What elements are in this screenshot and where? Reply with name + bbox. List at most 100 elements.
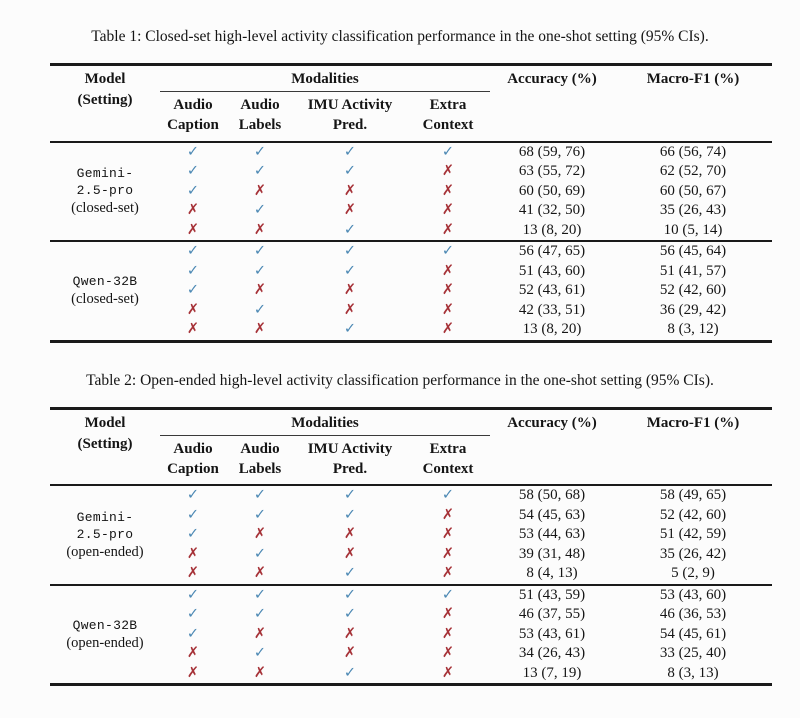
check-icon: ✓ — [343, 506, 357, 523]
check-icon: ✓ — [253, 143, 267, 160]
check-icon: ✓ — [343, 221, 357, 238]
cross-icon: ✗ — [253, 321, 267, 337]
column-header-imu-activity-pred: IMU Activity Pred. — [294, 435, 406, 486]
column-header-accuracy: Accuracy (%) — [490, 64, 614, 143]
check-icon: ✓ — [343, 606, 357, 622]
check-icon: ✓ — [186, 163, 200, 179]
column-header-modalities: Modalities — [160, 64, 490, 92]
cross-icon: ✗ — [441, 163, 455, 179]
accuracy-value: 13 (8, 20) — [522, 321, 582, 337]
cross-icon: ✗ — [343, 645, 357, 661]
check-icon: ✓ — [186, 182, 200, 199]
macro-f1-value: 52 (42, 60) — [659, 282, 727, 298]
table-row: ✗ ✓ ✗ ✗ 39 (31, 48) 35 (26, 42) — [50, 545, 772, 565]
cross-icon: ✗ — [253, 526, 267, 542]
cross-icon: ✗ — [253, 282, 267, 298]
table-body: Gemini- 2.5-pro (open-ended) ✓ ✓ ✓ ✓ 58 (50, 68… — [50, 485, 772, 685]
macro-f1-value: 53 (43, 60) — [614, 583, 772, 605]
cross-icon: ✗ — [186, 221, 200, 238]
column-header-model: Model (Setting) — [50, 64, 160, 143]
cross-icon: ✗ — [441, 545, 455, 562]
macro-f1-value: 52 (42, 60) — [659, 506, 727, 523]
cross-icon: ✗ — [343, 202, 357, 218]
cross-icon: ✗ — [186, 202, 200, 218]
column-header-audio-labels: Audio Labels — [226, 435, 294, 486]
cross-icon: ✗ — [186, 565, 200, 581]
check-icon: ✓ — [186, 625, 200, 642]
table-row: ✓ ✓ ✓ ✗ 46 (37, 55) 46 (36, 53) — [50, 605, 772, 625]
model-setting-line: (closed-set) — [71, 291, 139, 308]
check-icon: ✓ — [253, 202, 267, 218]
cross-icon: ✗ — [253, 664, 267, 681]
table-row: ✗ ✗ ✓ ✗ 13 (7, 19) 8 (3, 13) — [50, 664, 772, 685]
model-setting-label: Qwen-32B (closed-set) — [50, 240, 160, 341]
accuracy-value: 41 (32, 50) — [518, 202, 586, 218]
cross-icon: ✗ — [441, 625, 455, 642]
model-setting-line: (closed-set) — [71, 200, 139, 217]
check-icon: ✓ — [343, 565, 357, 581]
cross-icon: ✗ — [253, 182, 267, 199]
macro-f1-value: 35 (26, 42) — [659, 545, 727, 562]
check-icon: ✓ — [226, 583, 294, 605]
check-icon: ✓ — [343, 143, 357, 160]
macro-f1-value: 56 (45, 64) — [614, 240, 772, 262]
check-icon: ✓ — [253, 545, 267, 562]
model-setting-label: Gemini- 2.5-pro (closed-set) — [50, 142, 160, 242]
model-name-line: Qwen-32B — [72, 617, 138, 633]
column-header-audio-caption: Audio Caption — [160, 435, 226, 486]
cross-icon: ✗ — [186, 664, 200, 681]
macro-f1-value: 8 (3, 12) — [667, 321, 719, 337]
model-setting-line: (open-ended) — [66, 543, 144, 560]
accuracy-value: 52 (43, 61) — [518, 282, 586, 298]
model-name-line: Qwen-32B — [72, 274, 138, 290]
table-row: ✓ ✓ ✓ ✗ 63 (55, 72) 62 (52, 70) — [50, 162, 772, 182]
table-row: ✗ ✓ ✗ ✗ 41 (32, 50) 35 (26, 43) — [50, 201, 772, 221]
table-1: Model (Setting) Modalities Accuracy (%) … — [50, 63, 772, 343]
cross-icon: ✗ — [186, 645, 200, 661]
check-icon: ✓ — [294, 240, 406, 262]
accuracy-value: 42 (33, 51) — [518, 301, 586, 318]
accuracy-value: 51 (43, 60) — [518, 262, 586, 279]
check-icon: ✓ — [253, 606, 267, 622]
check-icon: ✓ — [343, 163, 357, 179]
check-icon: ✓ — [186, 143, 200, 160]
check-icon: ✓ — [253, 262, 267, 279]
table-2: Model (Setting) Modalities Accuracy (%) … — [50, 406, 772, 686]
check-icon: ✓ — [186, 487, 200, 503]
column-header-macro-f1: Macro-F1 (%) — [614, 408, 772, 486]
accuracy-value: 68 (59, 76) — [518, 143, 586, 160]
macro-f1-value: 8 (3, 13) — [667, 664, 719, 681]
accuracy-value: 8 (4, 13) — [526, 565, 578, 581]
accuracy-value: 13 (7, 19) — [522, 664, 582, 681]
model-name-line: Gemini- — [76, 509, 134, 525]
cross-icon: ✗ — [441, 506, 455, 523]
cross-icon: ✗ — [253, 565, 267, 581]
table-row: Qwen-32B (open-ended) ✓ ✓ ✓ ✓ 51 (43, 59) 53 (4… — [50, 583, 772, 685]
cross-icon: ✗ — [441, 526, 455, 542]
cross-icon: ✗ — [441, 645, 455, 661]
cross-icon: ✗ — [343, 282, 357, 298]
accuracy-value: 58 (50, 68) — [518, 487, 586, 503]
check-icon: ✓ — [343, 487, 357, 503]
table-row: Gemini- 2.5-pro (open-ended) ✓ ✓ ✓ ✓ 58 (50, 68… — [50, 485, 772, 560]
table-1-caption: Table 1: Closed-set high-level activity … — [91, 28, 709, 45]
check-icon: ✓ — [186, 262, 200, 279]
cross-icon: ✗ — [441, 202, 455, 218]
check-icon: ✓ — [343, 262, 357, 279]
check-icon: ✓ — [253, 301, 267, 318]
cross-icon: ✗ — [441, 282, 455, 298]
column-header-imu-activity-pred: IMU Activity Pred. — [294, 91, 406, 143]
column-header-model: Model (Setting) — [50, 408, 160, 486]
macro-f1-value: 62 (52, 70) — [659, 163, 727, 179]
table-row: ✗ ✗ ✓ ✗ 8 (4, 13) 5 (2, 9) — [50, 564, 772, 585]
macro-f1-value: 35 (26, 43) — [659, 202, 727, 218]
check-icon: ✓ — [186, 606, 200, 622]
check-icon: ✓ — [160, 240, 226, 262]
cross-icon: ✗ — [343, 625, 357, 642]
accuracy-value: 13 (8, 20) — [522, 221, 582, 238]
model-header-line1: Model — [84, 414, 126, 431]
column-header-audio-caption: Audio Caption — [160, 91, 226, 143]
accuracy-value: 56 (47, 65) — [490, 240, 614, 262]
macro-f1-value: 60 (50, 67) — [659, 182, 727, 199]
table-row: ✓ ✗ ✗ ✗ 60 (50, 69) 60 (50, 67) — [50, 182, 772, 202]
